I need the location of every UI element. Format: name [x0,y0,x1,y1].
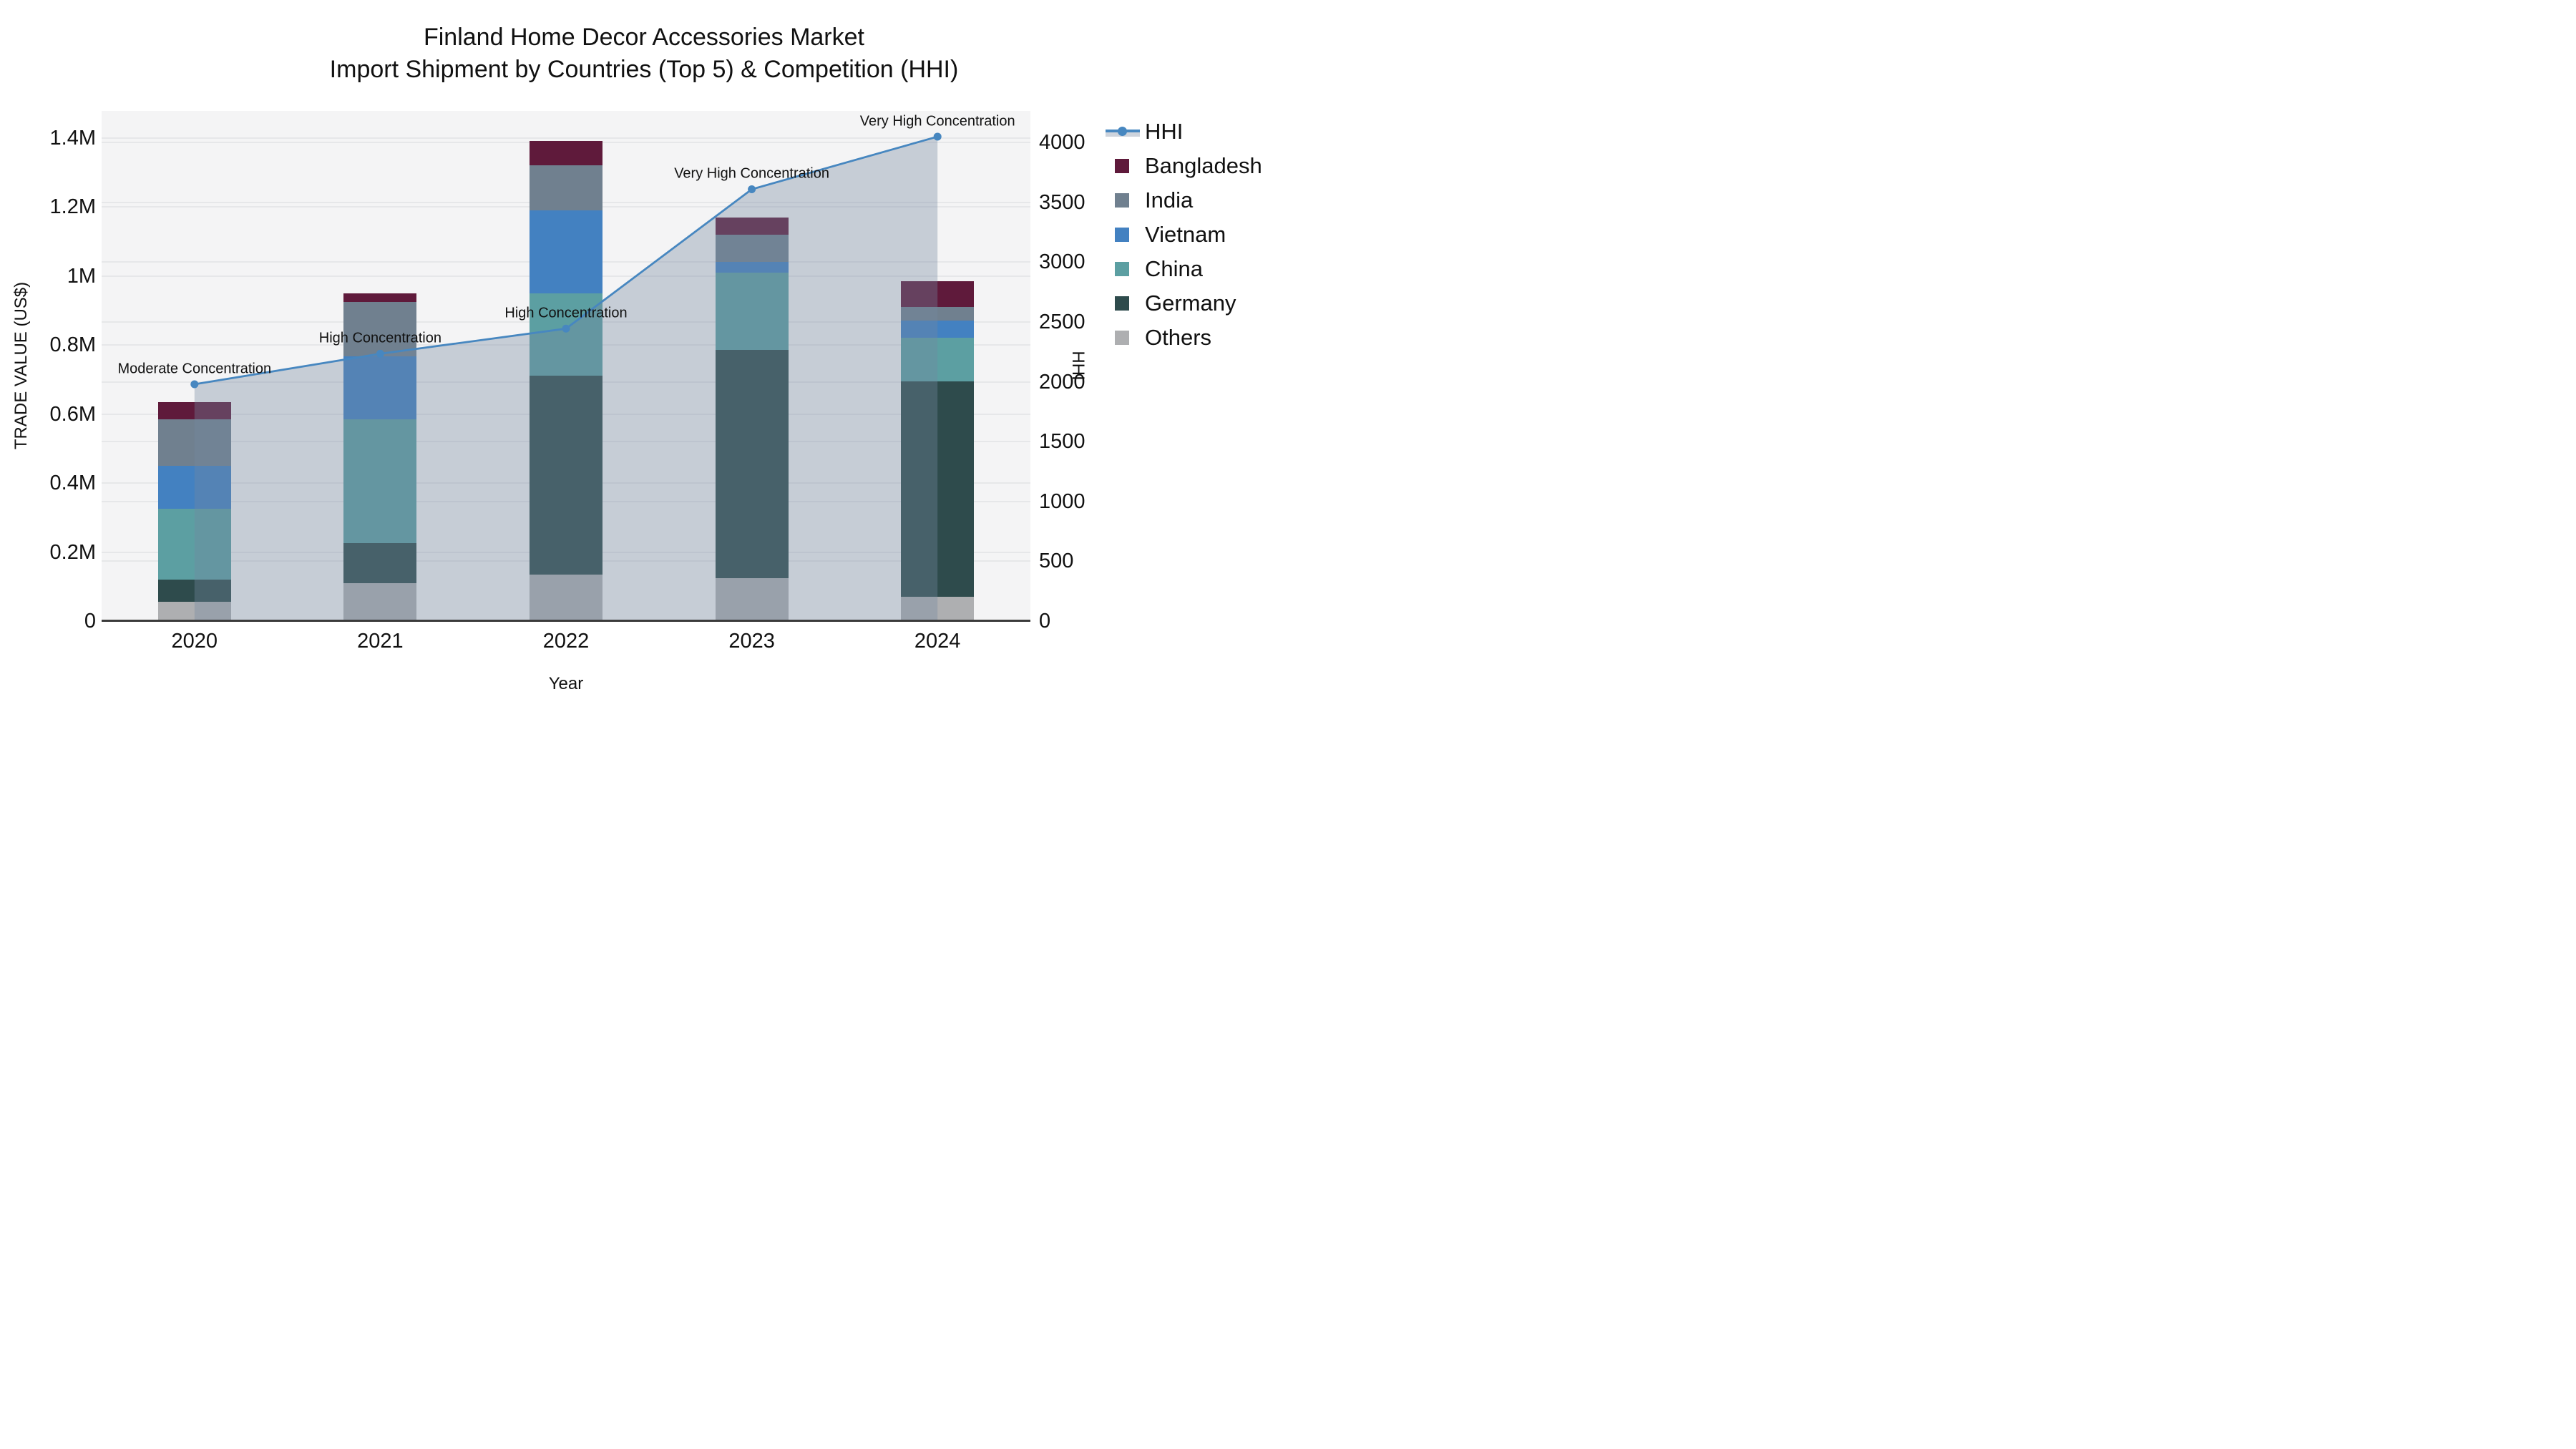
y-right-tick-1000: 1000 [1039,489,1085,513]
legend-item-vietnam[interactable]: Vietnam [1106,218,1262,252]
legend-label-germany: Germany [1145,291,1236,316]
bar-segment-2024-others [901,597,975,621]
bar-segment-2021-germany [343,543,417,583]
chart-title: Finland Home Decor Accessories Market Im… [0,21,1288,86]
bar-segment-2024-germany [901,381,975,597]
y-left-tick-0.6M: 0.6M [49,402,96,426]
y-left-tick-0.2M: 0.2M [49,540,96,564]
bar-segment-2020-china [157,509,231,580]
bar-segment-2023-vietnam [715,262,789,273]
bar-segment-2022-bangladesh [530,141,602,166]
y-right-tick-3000: 3000 [1039,250,1085,274]
legend-label-others: Others [1145,325,1212,350]
legend-label-india: India [1145,187,1194,213]
legend-swatch-others [1115,331,1129,345]
annotation-2020: Moderate Concentration [117,361,272,377]
legend-swatch-vietnam [1115,228,1129,242]
x-tick-2024: 2024 [914,630,961,653]
legend-swatch-bangladesh [1115,159,1129,173]
bar-segment-2022-vietnam [530,210,602,293]
legend-item-china[interactable]: China [1106,252,1262,286]
plot-area: Moderate Concentration High Concentration… [102,111,1030,622]
y-right-tick-0: 0 [1039,610,1051,633]
legend-item-hhi[interactable]: HHI [1106,114,1262,149]
bar-segment-2024-china [901,338,975,381]
left-gridline [102,137,1030,139]
bar-segment-2023-india [715,234,789,263]
y-left-tick-1M: 1M [67,264,96,288]
legend-swatch-germany [1115,296,1129,311]
legend: HHI Bangladesh India Vietnam China Germany Oth… [1106,114,1262,355]
bar-segment-2020-others [157,602,231,621]
legend-item-bangladesh[interactable]: Bangladesh [1106,149,1262,183]
bar-segment-2022-others [530,574,602,621]
y-right-tick-3500: 3500 [1039,190,1085,214]
bar-segment-2020-bangladesh [157,401,231,419]
chart-title-line1: Finland Home Decor Accessories Market [423,24,864,51]
bar-segment-2022-germany [530,376,602,575]
legend-swatch-india [1115,193,1129,208]
y-right-tick-2000: 2000 [1039,370,1085,394]
hhi-marker-swatch [1118,127,1127,136]
y-axis-right-title: HHI [1068,351,1088,381]
y-right-tick-1500: 1500 [1039,430,1085,454]
bar-segment-2021-bangladesh [343,293,417,303]
bar-segment-2024-india [901,307,975,321]
bar-segment-2021-vietnam [343,356,417,419]
x-axis-line [102,620,1030,622]
bar-segment-2022-india [530,165,602,210]
hhi-marker-2021 [376,349,384,358]
y-right-tick-500: 500 [1039,550,1074,573]
bar-segment-2020-vietnam [157,465,231,509]
y-right-tick-2500: 2500 [1039,311,1085,334]
hhi-marker-2024 [933,132,942,141]
hhi-area-fill [194,136,938,621]
hhi-line-layer [190,132,942,621]
bar-segment-2023-china [715,272,789,351]
bar-segment-2024-vietnam [901,321,975,338]
y-axis-left-title: TRADE VALUE (US$) [11,281,31,450]
x-tick-2022: 2022 [542,630,590,653]
bar-segment-2024-bangladesh [901,280,975,307]
chart-title-line2: Import Shipment by Countries (Top 5) & C… [329,56,959,83]
y-left-tick-1.4M: 1.4M [49,126,96,150]
y-right-tick-4000: 4000 [1039,131,1085,155]
hhi-line-legend-icon [1106,127,1140,137]
legend-label-china: China [1145,256,1203,281]
hhi-marker-2020 [190,380,199,389]
x-axis-title: Year [548,674,584,693]
annotation-2022: High Concentration [504,305,628,321]
hhi-marker-2022 [562,324,570,333]
legend-item-others[interactable]: Others [1106,321,1262,355]
legend-item-germany[interactable]: Germany [1106,286,1262,321]
legend-label-bangladesh: Bangladesh [1145,153,1262,178]
legend-label-vietnam: Vietnam [1145,222,1226,247]
x-tick-2020: 2020 [171,630,218,653]
bar-segment-2023-germany [715,350,789,578]
y-left-tick-0.4M: 0.4M [49,472,96,495]
bar-segment-2021-others [343,582,417,621]
bar-segment-2023-others [715,577,789,621]
x-tick-2023: 2023 [728,630,775,653]
annotation-2023: Very High Concentration [674,165,829,182]
bar-segment-2021-india [343,302,417,356]
bar-segment-2021-china [343,419,417,544]
hhi-marker-2023 [748,185,756,193]
annotation-2024: Very High Concentration [859,113,1015,130]
y-left-tick-0.8M: 0.8M [49,333,96,357]
y-left-tick-0: 0 [84,610,96,633]
legend-label-hhi: HHI [1145,119,1184,144]
annotation-2021: High Concentration [318,330,441,346]
bar-segment-2020-germany [157,580,231,602]
bar-segment-2020-india [157,419,231,466]
y-left-tick-1.2M: 1.2M [49,195,96,219]
x-tick-2021: 2021 [357,630,404,653]
legend-item-india[interactable]: India [1106,183,1262,218]
legend-swatch-china [1115,262,1129,276]
bar-segment-2022-china [530,293,602,376]
bar-segment-2023-bangladesh [715,217,789,235]
